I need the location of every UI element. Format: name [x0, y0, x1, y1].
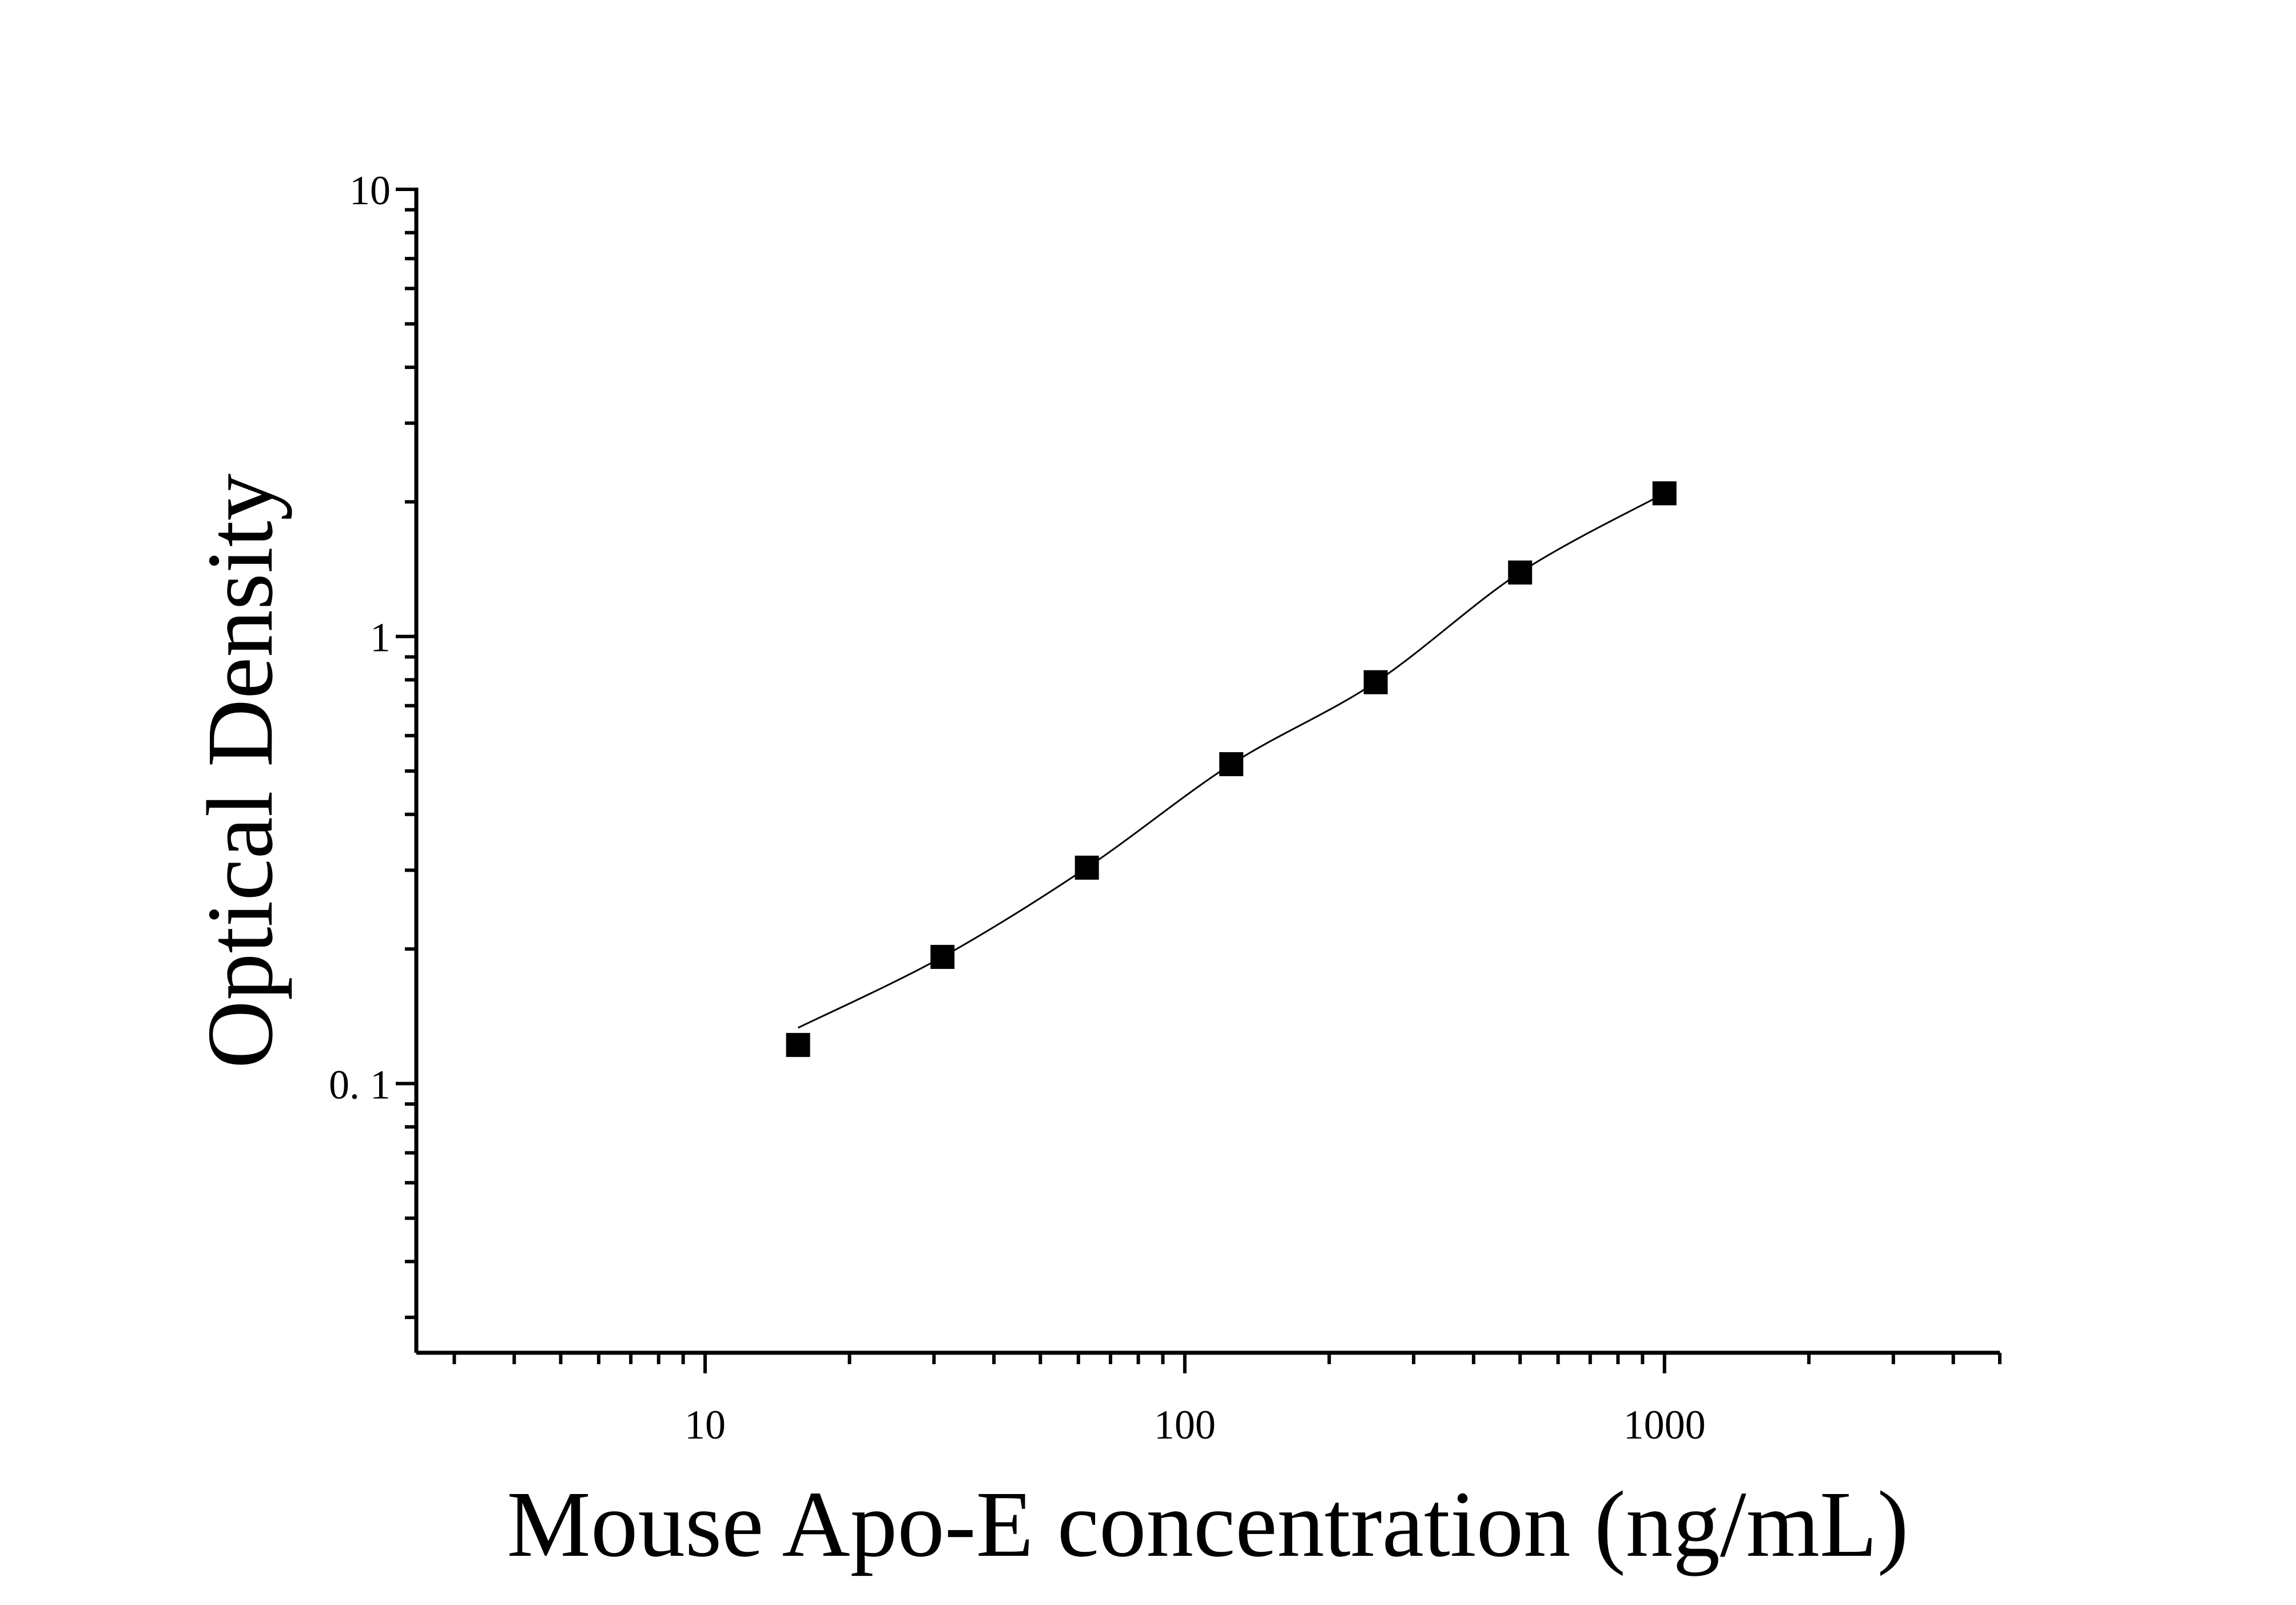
data-point [786, 1032, 810, 1057]
y-axis-label: Optical Density [188, 474, 292, 1068]
x-tick-labels: 10 100 1000 [685, 1402, 1706, 1448]
data-point [1652, 481, 1677, 506]
data-point [1508, 560, 1533, 585]
data-points [786, 481, 1677, 1057]
data-point [1075, 855, 1099, 880]
axes [396, 188, 2001, 1373]
data-point [930, 944, 955, 969]
x-tick-label: 100 [1154, 1402, 1216, 1448]
x-tick-label: 10 [685, 1402, 726, 1448]
y-tick-label: 0. 1 [329, 1062, 391, 1107]
data-point [1219, 752, 1244, 776]
x-tick-label: 1000 [1623, 1402, 1706, 1448]
data-point [1363, 670, 1388, 694]
y-tick-label: 1 [370, 615, 391, 661]
x-axis-label: Mouse Apo-E concentration (ng/mL) [507, 1472, 1908, 1576]
y-tick-label: 10 [349, 168, 391, 213]
y-tick-labels: 0. 1 1 10 [329, 168, 391, 1107]
